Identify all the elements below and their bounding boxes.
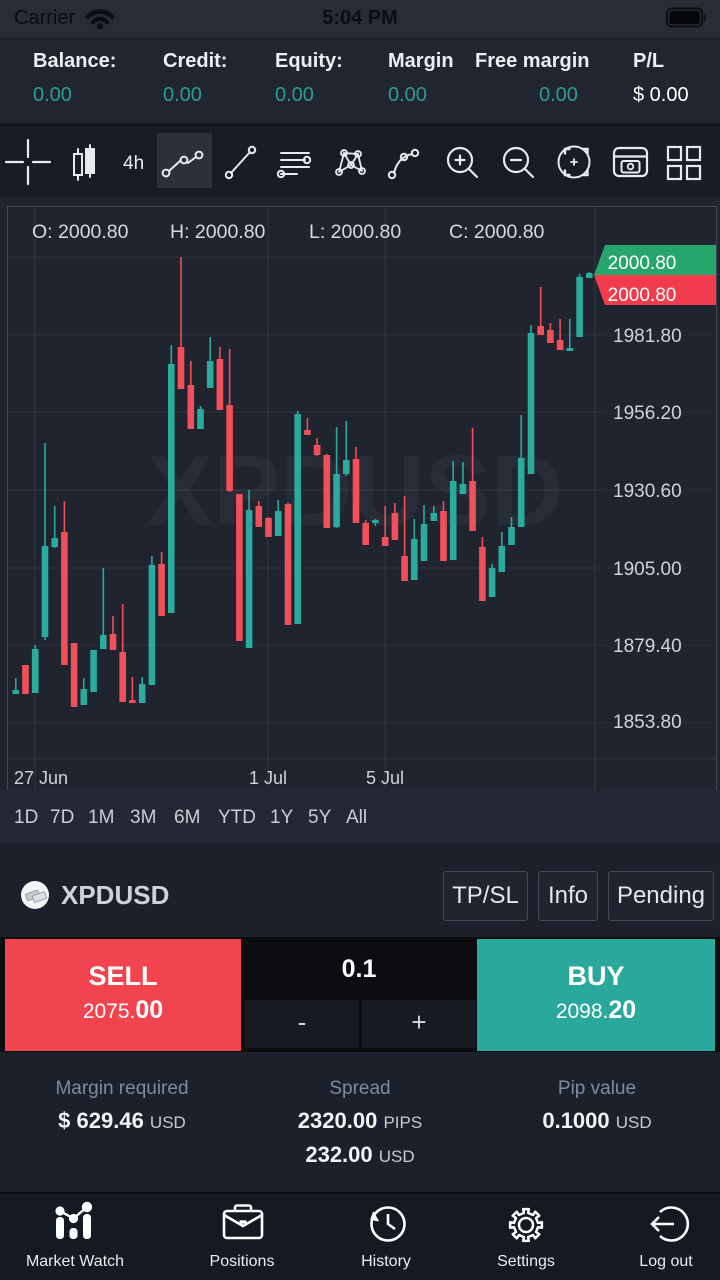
svg-text:Market Watch: Market Watch [26, 1253, 124, 1270]
svg-text:H: 2000.80: H: 2000.80 [170, 221, 266, 243]
svg-text:C: 2000.80: C: 2000.80 [449, 221, 545, 243]
svg-text:History: History [361, 1253, 411, 1270]
svg-text:1905.00: 1905.00 [613, 559, 682, 580]
svg-text:2000.80: 2000.80 [608, 253, 677, 274]
svg-text:5 Jul: 5 Jul [366, 768, 404, 788]
svg-text:27 Jun: 27 Jun [14, 768, 68, 788]
svg-text:1853.80: 1853.80 [613, 712, 682, 733]
svg-text:Log out: Log out [639, 1253, 693, 1270]
svg-text:O: 2000.80: O: 2000.80 [32, 221, 129, 243]
svg-text:1 Jul: 1 Jul [249, 768, 287, 788]
svg-text:1879.40: 1879.40 [613, 636, 682, 657]
svg-text:2000.80: 2000.80 [608, 285, 677, 306]
svg-text:1930.60: 1930.60 [613, 481, 682, 502]
svg-text:Settings: Settings [497, 1253, 555, 1270]
svg-text:4h: 4h [123, 153, 144, 174]
svg-text:1981.80: 1981.80 [613, 326, 682, 347]
svg-text:1956.20: 1956.20 [613, 403, 682, 424]
svg-text:Positions: Positions [210, 1253, 275, 1270]
svg-text:L: 2000.80: L: 2000.80 [309, 221, 401, 243]
